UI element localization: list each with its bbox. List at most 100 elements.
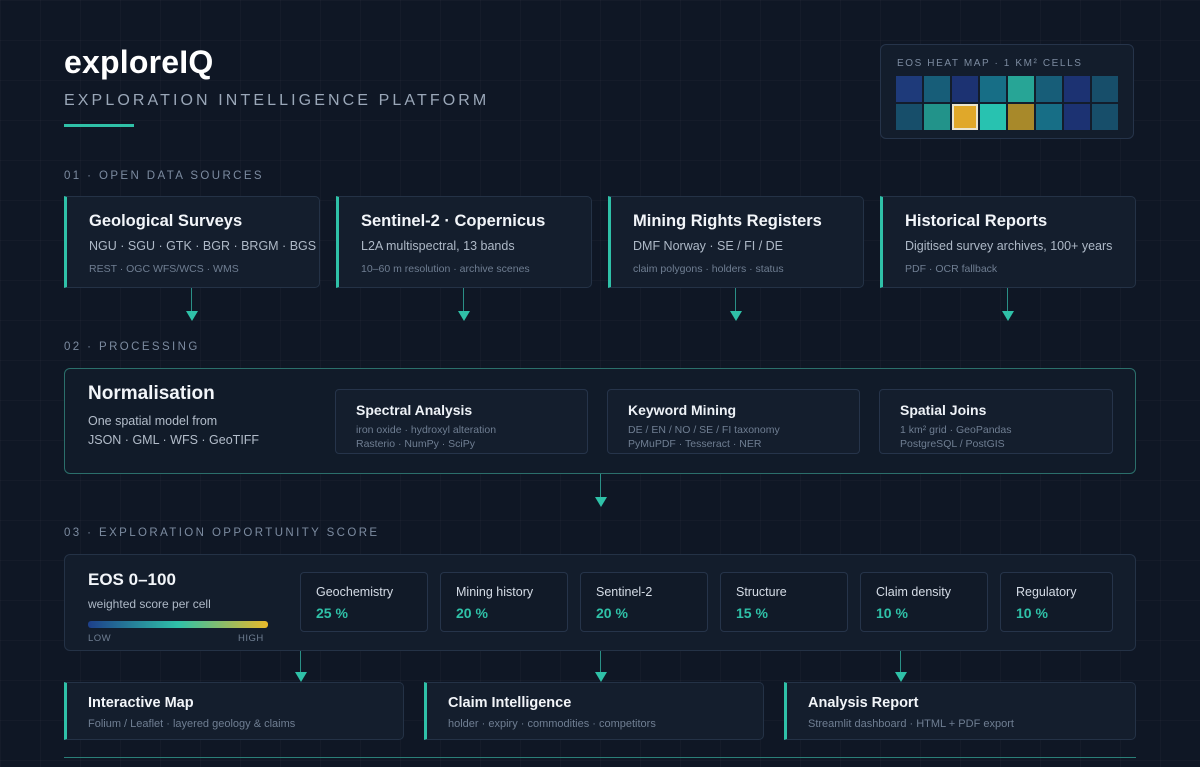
weight-name: Claim density: [876, 585, 952, 599]
normalisation-desc-line: JSON · GML · WFS · GeoTIFF: [88, 433, 260, 447]
heatmap-cell-selected: [952, 104, 978, 130]
module-card-keyword-mining: Keyword Mining DE / EN / NO / SE / FI ta…: [607, 389, 860, 454]
source-title: Geological Surveys: [89, 212, 243, 230]
heatmap-cell: [924, 76, 950, 102]
source-detail: claim polygons · holders · status: [633, 263, 784, 275]
output-title: Claim Intelligence: [448, 695, 572, 711]
output-card-claim-intelligence: Claim Intelligence holder · expiry · com…: [424, 682, 764, 740]
section-label-processing: 02 · PROCESSING: [64, 341, 200, 353]
source-card-mining-rights: Mining Rights Registers DMF Norway · SE …: [608, 196, 864, 288]
down-arrow-icon: [895, 672, 907, 682]
module-tools: PostgreSQL / PostGIS: [900, 438, 1005, 450]
down-arrow-icon: [595, 497, 607, 507]
heatmap-cell: [980, 104, 1006, 130]
flow-connector: [463, 288, 464, 312]
module-title: Keyword Mining: [628, 402, 737, 418]
source-card-geological-surveys: Geological Surveys NGU · SGU · GTK · BGR…: [64, 196, 320, 288]
eos-title: EOS 0–100: [88, 570, 176, 589]
flow-connector: [300, 651, 301, 673]
heatmap-cell: [1092, 104, 1118, 130]
eos-gradient-legend: [88, 621, 268, 628]
heatmap-grid: [896, 76, 1118, 130]
source-detail: PDF · OCR fallback: [905, 263, 998, 275]
normalisation-description: One spatial model from JSON · GML · WFS …: [88, 412, 259, 450]
heatmap-cell: [952, 76, 978, 102]
flow-connector: [735, 288, 736, 312]
heatmap-cell: [924, 104, 950, 130]
output-detail: holder · expiry · commodities · competit…: [448, 718, 656, 730]
module-detail: DE / EN / NO / SE / FI taxonomy: [628, 424, 780, 436]
module-tools: PyMuPDF · Tesseract · NER: [628, 438, 762, 450]
legend-low-label: LOW: [88, 633, 112, 644]
flow-connector: [600, 651, 601, 673]
brand-title: exploreIQ: [64, 44, 214, 80]
source-title: Historical Reports: [905, 212, 1048, 230]
platform-subtitle: EXPLORATION INTELLIGENCE PLATFORM: [64, 92, 490, 109]
output-card-analysis-report: Analysis Report Streamlit dashboard · HT…: [784, 682, 1136, 740]
heatmap-cell: [1064, 104, 1090, 130]
weight-name: Mining history: [456, 585, 534, 599]
section-label-sources: 01 · OPEN DATA SOURCES: [64, 170, 264, 182]
heatmap-title: EOS HEAT MAP · 1 KM² CELLS: [897, 58, 1083, 69]
down-arrow-icon: [730, 311, 742, 321]
flow-connector: [900, 651, 901, 673]
flow-connector: [600, 474, 601, 498]
module-title: Spatial Joins: [900, 402, 987, 418]
weight-value: 20 %: [596, 605, 628, 621]
source-title: Mining Rights Registers: [633, 212, 822, 230]
weight-card-claim-density: Claim density 10 %: [860, 572, 988, 632]
source-subtitle: L2A multispectral, 13 bands: [361, 239, 515, 253]
flow-connector: [191, 288, 192, 312]
heatmap-cell: [1036, 76, 1062, 102]
footer-divider: [64, 757, 1136, 758]
module-title: Spectral Analysis: [356, 402, 473, 418]
weight-card-geochemistry: Geochemistry 25 %: [300, 572, 428, 632]
weight-value: 10 %: [876, 605, 908, 621]
output-detail: Streamlit dashboard · HTML + PDF export: [808, 718, 1014, 730]
output-title: Interactive Map: [88, 695, 194, 711]
heatmap-cell: [1064, 76, 1090, 102]
weight-value: 10 %: [1016, 605, 1048, 621]
heatmap-cell: [896, 104, 922, 130]
module-tools: Rasterio · NumPy · SciPy: [356, 438, 476, 450]
output-card-interactive-map: Interactive Map Folium / Leaflet · layer…: [64, 682, 404, 740]
down-arrow-icon: [1002, 311, 1014, 321]
weight-value: 20 %: [456, 605, 488, 621]
module-card-spectral-analysis: Spectral Analysis iron oxide · hydroxyl …: [335, 389, 588, 454]
heatmap-cell: [1008, 104, 1034, 130]
normalisation-title: Normalisation: [88, 383, 215, 404]
output-detail: Folium / Leaflet · layered geology & cla…: [88, 718, 296, 730]
weight-name: Sentinel-2: [596, 585, 653, 599]
source-subtitle: Digitised survey archives, 100+ years: [905, 239, 1113, 253]
source-card-sentinel-2: Sentinel-2 · Copernicus L2A multispectra…: [336, 196, 592, 288]
source-subtitle: NGU · SGU · GTK · BGR · BRGM · BGS: [89, 239, 317, 253]
source-card-historical-reports: Historical Reports Digitised survey arch…: [880, 196, 1136, 288]
output-title: Analysis Report: [808, 695, 919, 711]
heatmap-cell: [1036, 104, 1062, 130]
weight-card-mining-history: Mining history 20 %: [440, 572, 568, 632]
eos-heatmap-panel: EOS HEAT MAP · 1 KM² CELLS: [880, 44, 1134, 139]
down-arrow-icon: [186, 311, 198, 321]
source-subtitle: DMF Norway · SE / FI / DE: [633, 239, 784, 253]
weight-card-regulatory: Regulatory 10 %: [1000, 572, 1113, 632]
weight-name: Geochemistry: [316, 585, 394, 599]
weight-value: 15 %: [736, 605, 768, 621]
heatmap-cell: [1008, 76, 1034, 102]
heatmap-cell: [896, 76, 922, 102]
title-accent-line: [64, 124, 134, 127]
module-card-spatial-joins: Spatial Joins 1 km² grid · GeoPandas Pos…: [879, 389, 1113, 454]
source-detail: 10–60 m resolution · archive scenes: [361, 263, 530, 275]
eos-subtitle: weighted score per cell: [88, 597, 211, 611]
flow-connector: [1007, 288, 1008, 312]
weight-value: 25 %: [316, 605, 348, 621]
down-arrow-icon: [595, 672, 607, 682]
heatmap-cell: [1092, 76, 1118, 102]
module-detail: iron oxide · hydroxyl alteration: [356, 424, 497, 436]
heatmap-cell: [980, 76, 1006, 102]
down-arrow-icon: [458, 311, 470, 321]
source-title: Sentinel-2 · Copernicus: [361, 212, 546, 230]
module-detail: 1 km² grid · GeoPandas: [900, 424, 1012, 436]
section-label-score: 03 · EXPLORATION OPPORTUNITY SCORE: [64, 527, 380, 539]
down-arrow-icon: [295, 672, 307, 682]
legend-high-label: HIGH: [238, 633, 264, 644]
